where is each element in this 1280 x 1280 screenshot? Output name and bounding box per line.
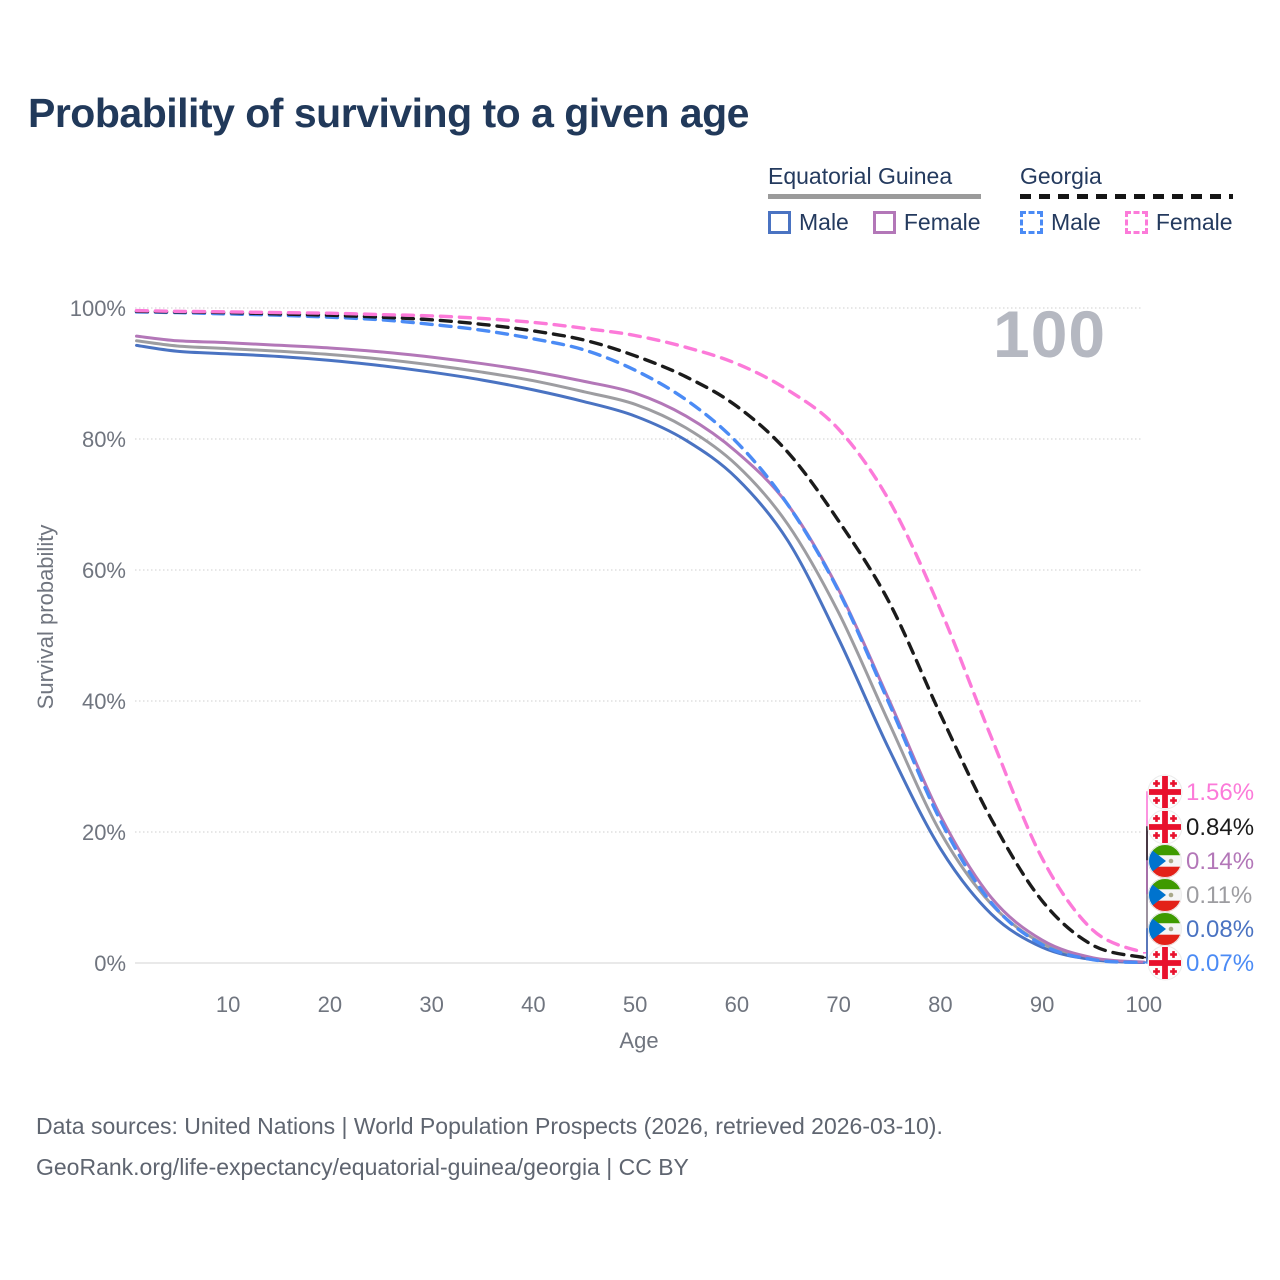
age-watermark: 100	[993, 297, 1107, 371]
ge-male-swatch-icon	[1020, 211, 1043, 234]
y-tick-label: 80%	[82, 427, 126, 452]
series-line-georgia-female[interactable]	[134, 308, 1146, 955]
series-line-equatorial-guinea-female[interactable]	[135, 334, 1146, 964]
legend-group-equatorial-guinea: Equatorial Guinea Male Female	[768, 163, 981, 236]
end-label-value-equatorial-guinea-male: 0.08%	[1186, 916, 1254, 943]
footer-data-sources: Data sources: United Nations | World Pop…	[36, 1113, 943, 1139]
legend-country-georgia[interactable]: Georgia	[1020, 163, 1102, 189]
legend-group-georgia: Georgia Male Female	[1020, 163, 1233, 236]
x-tick-label: 60	[725, 992, 749, 1017]
legend-underline-dashed	[1020, 194, 1233, 199]
y-tick-label: 20%	[82, 820, 126, 845]
x-tick-label: 40	[521, 992, 545, 1017]
y-tick-label: 0%	[94, 951, 126, 976]
equatorial-guinea-flag-icon	[1148, 912, 1182, 946]
x-axis-title: Age	[619, 1028, 659, 1053]
y-axis-title: Survival probability	[33, 524, 58, 710]
end-label-value-georgia-both: 0.84%	[1186, 814, 1254, 841]
legend-country-equatorial-guinea[interactable]: Equatorial Guinea	[768, 163, 953, 189]
legend-item-ge-female[interactable]: Female	[1124, 209, 1233, 236]
legend-label-eq-female: Female	[903, 209, 981, 235]
legend-label-ge-female: Female	[1155, 209, 1233, 235]
series-line-equatorial-guinea-male[interactable]	[135, 343, 1146, 964]
legend-item-eq-male[interactable]: Male	[768, 209, 849, 236]
x-tick-label: 20	[318, 992, 342, 1017]
georgia-flag-icon	[1147, 774, 1183, 810]
equatorial-guinea-flag-icon	[1148, 878, 1182, 912]
end-label-value-georgia-female: 1.56%	[1186, 779, 1254, 806]
footer: Data sources: United Nations | World Pop…	[36, 1106, 943, 1188]
y-tick-label: 40%	[82, 689, 126, 714]
end-label-value-georgia-male: 0.07%	[1186, 950, 1254, 977]
legend-label-ge-male: Male	[1051, 209, 1101, 235]
series-line-georgia-both[interactable]	[134, 309, 1146, 960]
eq-female-swatch-icon	[872, 211, 896, 234]
eq-male-swatch-icon	[768, 211, 791, 234]
ge-female-swatch-icon	[1124, 211, 1148, 234]
legend-item-eq-female[interactable]: Female	[872, 209, 981, 236]
georgia-flag-icon	[1147, 945, 1183, 981]
legend-underline-solid	[768, 194, 981, 199]
page-title: Probability of surviving to a given age	[28, 90, 749, 136]
x-tick-label: 10	[216, 992, 240, 1017]
x-tick-label: 90	[1030, 992, 1054, 1017]
georgia-flag-icon	[1147, 809, 1183, 845]
x-tick-label: 80	[928, 992, 952, 1017]
y-tick-label: 100%	[70, 296, 126, 321]
end-label-value-equatorial-guinea-female: 0.14%	[1186, 848, 1254, 875]
series-line-georgia-male[interactable]	[134, 310, 1146, 965]
equatorial-guinea-flag-icon	[1148, 844, 1182, 878]
series-line-equatorial-guinea-both[interactable]	[135, 339, 1146, 964]
footer-source-link[interactable]: GeoRank.org/life-expectancy/equatorial-g…	[36, 1154, 689, 1180]
y-tick-label: 60%	[82, 558, 126, 583]
x-tick-label: 50	[623, 992, 647, 1017]
legend-item-ge-male[interactable]: Male	[1020, 209, 1101, 236]
end-label-value-equatorial-guinea-both: 0.11%	[1186, 882, 1252, 909]
x-tick-label: 70	[826, 992, 850, 1017]
x-tick-label: 30	[419, 992, 443, 1017]
legend-label-eq-male: Male	[799, 209, 849, 235]
x-tick-label: 100	[1125, 992, 1162, 1017]
